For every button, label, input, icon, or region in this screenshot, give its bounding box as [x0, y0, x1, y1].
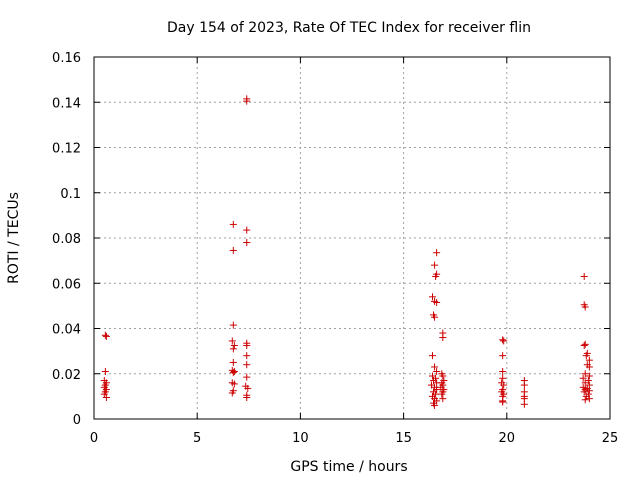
y-tick-label: 0.06 [52, 277, 81, 292]
data-point [431, 401, 439, 409]
data-point [585, 356, 593, 364]
x-axis-label: GPS time / hours [290, 459, 407, 475]
x-tick-label: 15 [395, 431, 412, 446]
data-point [432, 272, 440, 280]
data-point [580, 341, 588, 349]
data-point [229, 358, 237, 366]
data-point [499, 352, 507, 360]
data-point [243, 97, 251, 105]
data-point [229, 220, 237, 228]
data-point [101, 331, 109, 339]
data-point [585, 395, 593, 403]
data-points [100, 95, 593, 409]
data-point [229, 345, 237, 353]
y-tick-label: 0.08 [52, 232, 81, 247]
data-point [243, 239, 251, 247]
data-point [228, 337, 236, 345]
data-point [101, 367, 109, 375]
data-point [580, 272, 588, 280]
data-point [230, 341, 238, 349]
data-point [243, 352, 251, 360]
y-tick-label: 0.12 [52, 142, 81, 157]
data-point [244, 384, 252, 392]
y-tick-label: 0.14 [52, 96, 81, 111]
grid-lines [94, 57, 610, 419]
data-point [433, 367, 441, 375]
data-point [102, 332, 110, 340]
data-point [581, 303, 589, 311]
data-point [585, 372, 593, 380]
y-tick-label: 0.02 [52, 368, 81, 383]
data-point [499, 374, 507, 382]
data-point [428, 352, 436, 360]
data-point [499, 398, 507, 406]
x-tick-label: 5 [193, 431, 201, 446]
data-point [581, 370, 589, 378]
data-point [243, 341, 251, 349]
y-tick-label: 0 [73, 413, 81, 428]
data-point [580, 388, 588, 396]
data-point [230, 367, 238, 375]
tick-labels: 0 5 10 15 20 25 0 0.02 0.04 0.06 0.08 0.1 0.12 0.14 0.… [52, 51, 618, 446]
data-point [500, 381, 508, 389]
data-point [243, 394, 251, 402]
chart-title: Day 154 of 2023, Rate Of TEC Index for r… [167, 20, 531, 36]
data-point [499, 367, 507, 375]
y-axis-label: ROTI / TECUs [6, 192, 22, 284]
data-point [228, 389, 236, 397]
data-point [433, 298, 441, 306]
data-point [433, 249, 441, 257]
data-point [579, 374, 587, 382]
data-point [585, 363, 593, 371]
data-point [581, 379, 589, 387]
y-tick-label: 0.04 [52, 323, 81, 338]
data-point [102, 394, 110, 402]
y-tick-label: 0.16 [52, 51, 81, 66]
data-point [431, 313, 439, 321]
data-point [243, 373, 251, 381]
x-tick-label: 0 [90, 431, 98, 446]
plot-frame [93, 56, 611, 420]
data-point [438, 390, 446, 398]
data-point [499, 336, 507, 344]
data-point [500, 337, 508, 345]
x-tick-label: 25 [602, 431, 619, 446]
data-point [431, 363, 439, 371]
data-point [520, 381, 528, 389]
data-point [520, 400, 528, 408]
x-tick-label: 20 [499, 431, 516, 446]
data-point [243, 226, 251, 234]
data-point [428, 293, 436, 301]
data-point [431, 261, 439, 269]
data-point [229, 246, 237, 254]
data-point [230, 380, 238, 388]
data-point [581, 340, 589, 348]
data-point [439, 334, 447, 342]
data-point [229, 321, 237, 329]
data-point [582, 352, 590, 360]
data-point [581, 396, 589, 404]
data-point [585, 387, 593, 395]
data-point [439, 372, 447, 380]
data-point [243, 361, 251, 369]
data-point [439, 395, 447, 403]
y-tick-label: 0.1 [60, 187, 81, 202]
data-point [229, 369, 237, 377]
x-tick-label: 10 [292, 431, 309, 446]
